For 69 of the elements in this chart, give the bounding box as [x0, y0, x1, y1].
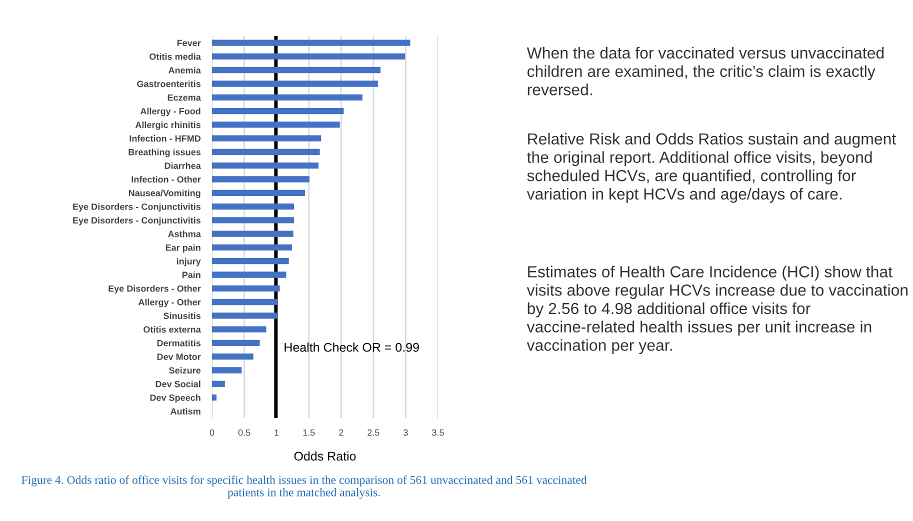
- bar: [212, 148, 320, 156]
- y-tick-label: Allergic rhinitis: [135, 121, 201, 130]
- y-tick-label: Ear pain: [166, 244, 200, 253]
- y-tick-label: Sinusitis: [164, 312, 201, 320]
- y-tick-label: Otitis media: [150, 53, 201, 60]
- bar: [212, 53, 406, 60]
- x-tick-label: 3: [404, 429, 408, 436]
- bar: [212, 394, 217, 401]
- bar: [212, 380, 225, 387]
- bar: [212, 217, 294, 224]
- bar: [212, 258, 289, 264]
- bar: [212, 176, 310, 182]
- y-tick-label: Eczema: [168, 94, 201, 101]
- bar: [212, 94, 362, 100]
- bar: [212, 203, 294, 210]
- y-tick-label: Allergy - Food: [140, 108, 200, 116]
- bar: [212, 162, 319, 169]
- y-tick-label: Pain: [182, 271, 200, 278]
- y-tick-label: Eye Disorders - Conjunctivitis: [73, 216, 201, 226]
- x-tick-label: 2.5: [368, 429, 380, 436]
- y-tick-label: Dermatitis: [157, 340, 201, 346]
- bar: [212, 285, 280, 292]
- bar: [212, 367, 242, 374]
- y-tick-label: Eye Disorders - Conjunctivitis: [73, 203, 201, 212]
- bar: [212, 108, 344, 114]
- y-tick-label: Autism: [170, 408, 200, 415]
- bar: [212, 40, 410, 46]
- y-tick-label: Allergy - Other: [138, 298, 201, 308]
- ref-line-label: Health Check OR = 0.99: [284, 342, 419, 352]
- y-tick-label: Dev Motor: [157, 354, 201, 360]
- x-tick-label: 0: [210, 429, 214, 436]
- y-tick-label: Infection - Other: [132, 176, 201, 183]
- x-tick-label: 2: [339, 429, 344, 436]
- y-tick-label: Asthma: [168, 230, 201, 238]
- bar: [212, 135, 322, 142]
- caption: Figure 4. Odds ratio of office visits for specific health issues in the comparison of 561 unvaccinated and 561 vaccinated patients in the matched analysis.: [22, 476, 587, 499]
- y-tick-label: Gastroenteritis: [137, 80, 201, 88]
- y-tick-label: Anemia: [168, 66, 201, 74]
- bar: [212, 298, 278, 306]
- y-tick-label: Eye Disorders - Other: [108, 285, 201, 294]
- y-tick-label: Nausea/Vomiting: [128, 190, 200, 198]
- y-tick-label: Diarrhea: [164, 162, 201, 169]
- y-tick-label: Breathing issues: [128, 148, 201, 158]
- bar: [212, 67, 381, 74]
- bar: [212, 272, 286, 278]
- bar: [212, 326, 266, 332]
- y-tick-label: Otitis externa: [144, 326, 201, 333]
- bar: [212, 80, 378, 87]
- x-tick-label: 1.5: [303, 429, 315, 436]
- x-tick-label: 3.5: [432, 429, 444, 436]
- x-tick-label: 0.5: [238, 429, 250, 436]
- y-tick-label: Seizure: [169, 366, 201, 374]
- y-tick-label: Fever: [177, 40, 201, 46]
- text: Relative Risk and Odds Ratios sustain and augment the original report. Additional office visits, beyond scheduled HCVs, are quantified, controlling for variation in kept HCVs and age/days of care.: [526, 132, 896, 203]
- y-tick-label: Dev Speech: [150, 394, 200, 403]
- y-tick-label: Infection - HFMD: [130, 135, 201, 142]
- bar: [212, 230, 294, 237]
- bar: [212, 244, 292, 251]
- x-axis-title: Odds Ratio: [294, 451, 356, 461]
- text: Estimates of Health Care Incidence (HCI) show that visits above regular HCVs increase due to vaccination by 2.56 to 4.98 additional office visits for vaccine-related health issues per unit increase in vaccination per year.: [526, 266, 908, 354]
- bar: [212, 354, 254, 360]
- bar: [212, 340, 260, 346]
- bar: [212, 190, 305, 196]
- x-tick-label: 1: [274, 429, 279, 436]
- y-tick-label: Dev Social: [156, 380, 200, 388]
- text: When the data for vaccinated versus unvaccinated children are examined, the critic’s claim is exactly reversed.: [526, 46, 884, 96]
- bar: [212, 122, 340, 128]
- y-tick-label: injury: [176, 258, 201, 266]
- bar: [212, 312, 278, 319]
